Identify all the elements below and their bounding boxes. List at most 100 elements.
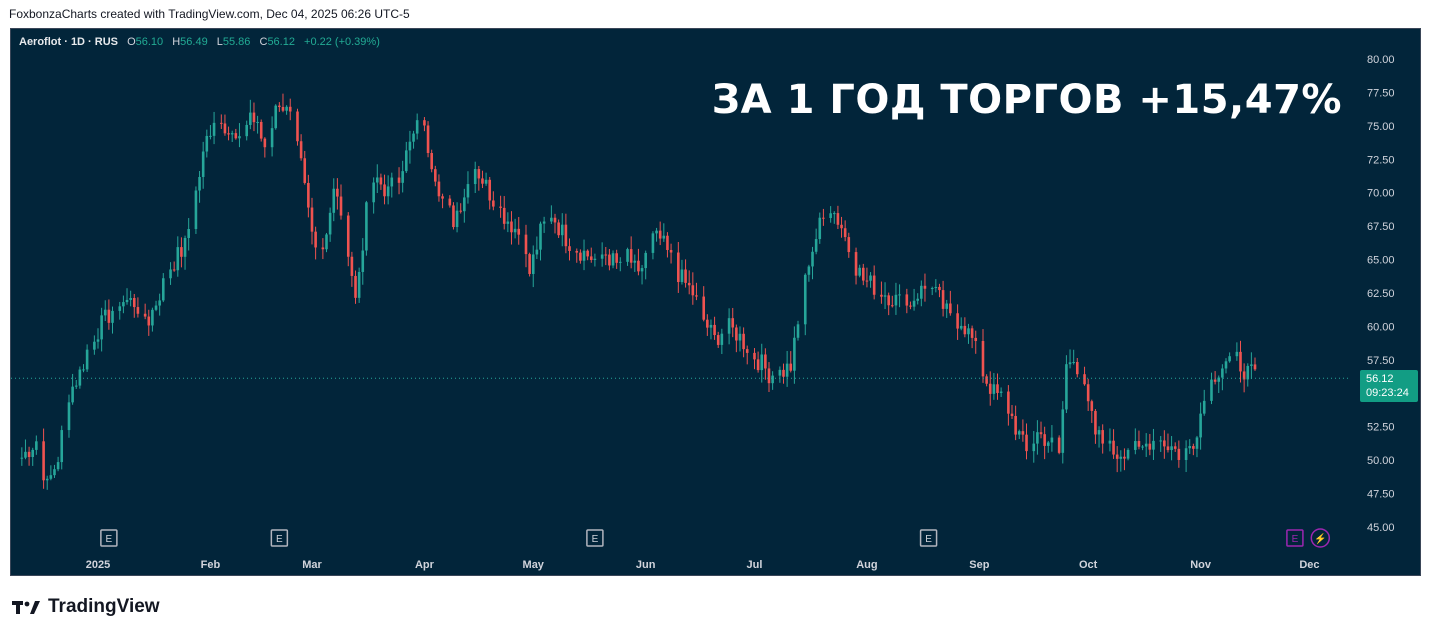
x-axis-month-label: Jul	[747, 559, 763, 571]
candle-body	[1075, 362, 1079, 375]
candle-body	[1017, 431, 1021, 435]
candle-body	[434, 169, 437, 182]
y-axis-tick-label: 60.00	[1367, 321, 1395, 333]
chart-headline: ЗА 1 ГОД ТОРГОВ +15,47%	[711, 77, 1342, 123]
candle-body	[1112, 440, 1115, 455]
last-price-value: 56.12	[1366, 373, 1394, 385]
candle-body	[680, 269, 684, 283]
earnings-event-label: E	[1292, 534, 1299, 545]
candle-body	[934, 286, 938, 289]
candle-body	[872, 275, 876, 295]
candle-body	[720, 333, 724, 345]
candle-body	[713, 324, 716, 336]
candle-body	[383, 184, 386, 197]
candle-body	[172, 269, 176, 271]
candle-body	[836, 213, 840, 225]
candle-body	[742, 333, 745, 350]
candle-body	[24, 451, 27, 458]
candle-body	[1217, 377, 1221, 382]
candle-body	[187, 228, 190, 238]
candle-body	[760, 354, 764, 371]
candle-body	[542, 221, 546, 224]
candle-body	[31, 449, 35, 458]
candle-body	[307, 182, 310, 208]
candle-body	[256, 121, 259, 123]
chart-panel[interactable]: 80.00 77.50 75.00 72.50 70.00 67.50 65.00 62.50…	[10, 28, 1421, 576]
earnings-event-label: E	[276, 534, 283, 545]
candle-body	[803, 274, 807, 325]
x-axis-month-label: 2025	[86, 559, 110, 571]
legend-symbol[interactable]: Aeroflot · 1D · RUS	[19, 36, 118, 48]
candle-body	[611, 253, 615, 266]
y-axis-tick-label: 72.50	[1367, 154, 1395, 166]
y-axis-tick-label: 65.00	[1367, 255, 1395, 267]
candle-body	[423, 120, 426, 126]
candle-body	[1134, 441, 1137, 450]
candle-body	[85, 349, 89, 370]
candle-body	[502, 207, 506, 224]
candle-body	[996, 384, 999, 393]
candle-body	[956, 313, 959, 329]
candle-body	[1246, 365, 1250, 380]
candle-body	[401, 171, 404, 183]
candle-body	[20, 457, 24, 459]
candle-body	[71, 386, 74, 403]
candle-body	[753, 352, 756, 360]
candle-body	[484, 179, 488, 184]
candle-body	[372, 182, 375, 203]
candle-body	[651, 233, 655, 253]
candle-body	[920, 285, 923, 299]
candle-body	[245, 124, 249, 137]
candle-body	[575, 250, 579, 253]
candle-body	[1083, 374, 1086, 385]
y-axis-tick-label: 50.00	[1367, 455, 1395, 467]
candle-body	[637, 260, 640, 272]
candle-body	[528, 254, 531, 274]
candle-body	[531, 254, 535, 274]
candle-body	[560, 224, 564, 236]
candle-body	[1050, 437, 1054, 443]
candlestick-chart[interactable]: 80.00 77.50 75.00 72.50 70.00 67.50 65.00 62.50…	[11, 29, 1421, 576]
x-axis-month-label: May	[523, 559, 545, 571]
candle-body	[212, 122, 216, 136]
candle-body	[1239, 351, 1242, 372]
candle-body	[238, 136, 241, 139]
candle-body	[764, 354, 767, 369]
candle-body	[807, 266, 811, 275]
candle-body	[249, 112, 252, 125]
candle-body	[161, 278, 165, 301]
candle-body	[644, 252, 647, 269]
x-axis-month-label: Aug	[856, 559, 877, 571]
candle-body	[517, 228, 521, 235]
candle-body	[735, 327, 738, 341]
candle-body	[209, 135, 212, 137]
candle-body	[506, 221, 510, 224]
candle-body	[579, 252, 582, 261]
symbol-legend: Aeroflot · 1D · RUS O56.10 H56.49 L55.86…	[19, 36, 380, 48]
tradingview-logo[interactable]: TradingView	[12, 596, 160, 618]
candle-body	[1036, 432, 1039, 444]
candle-body	[1224, 361, 1228, 369]
earnings-event-marker	[919, 529, 938, 547]
candle-body	[100, 315, 103, 340]
candle-body	[53, 469, 56, 476]
candle-body	[840, 224, 843, 229]
legend-low-value: 55.86	[222, 36, 251, 48]
candle-body	[194, 190, 198, 229]
candle-body	[677, 252, 680, 283]
candle-body	[1025, 434, 1028, 452]
legend-low-label: L	[216, 36, 223, 48]
candle-body	[1108, 440, 1112, 444]
candle-body	[1097, 430, 1101, 435]
candle-body	[1072, 362, 1075, 364]
dividend-event-marker	[1310, 528, 1331, 548]
candle-body	[869, 275, 872, 281]
candle-body	[1010, 413, 1014, 416]
candle-body	[992, 384, 996, 394]
candle-body	[887, 295, 890, 306]
candle-body	[691, 285, 695, 296]
candle-body	[107, 309, 111, 323]
candle-body	[858, 267, 861, 276]
candle-body	[510, 221, 513, 233]
candle-body	[981, 341, 985, 377]
